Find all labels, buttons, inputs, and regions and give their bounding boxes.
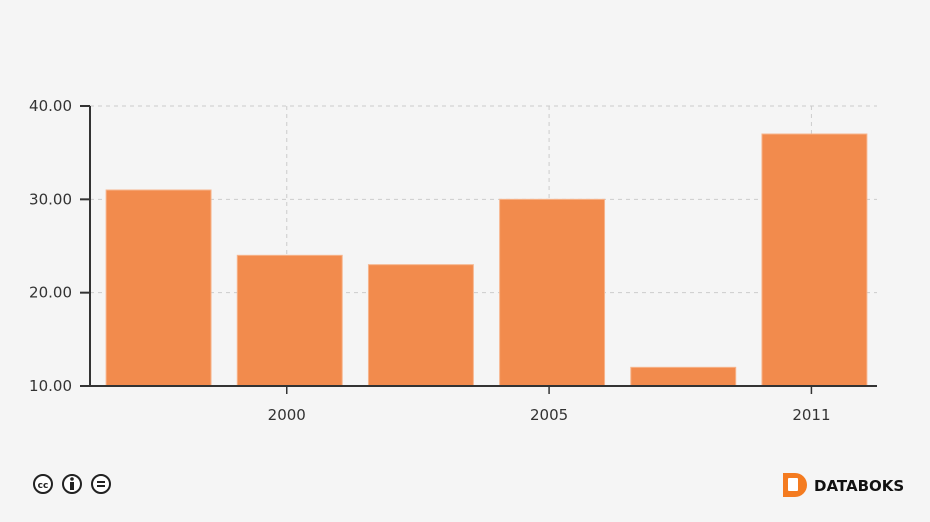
icon-ring [33,474,53,494]
y-tick-label: 20.00 [29,284,72,302]
y-tick-label: 40.00 [29,97,72,115]
license-icons: cc [33,474,111,494]
no-derivatives-icon [91,474,111,494]
attribution-icon [62,474,82,494]
x-tick-label: 2005 [530,406,568,424]
bar [761,133,868,387]
bar [236,254,343,387]
equals-bar [97,485,105,487]
person-body [70,482,74,490]
bar [630,366,737,387]
y-tick-label: 30.00 [29,190,72,208]
person-head [70,477,74,481]
cc-text: cc [38,481,49,491]
databoks-logo: DATABOKS [783,473,904,497]
cc-icon: cc [33,474,53,494]
y-tick-label: 10.00 [29,377,72,395]
brand-name: DATABOKS [814,477,904,495]
x-tick-label: 2011 [792,406,830,424]
bar [105,189,212,387]
equals-bar [97,481,105,483]
x-tick-label: 2000 [268,406,306,424]
bar [367,264,474,387]
bar [499,198,606,387]
logo-mark-inner [788,478,798,491]
icon-ring [91,474,111,494]
